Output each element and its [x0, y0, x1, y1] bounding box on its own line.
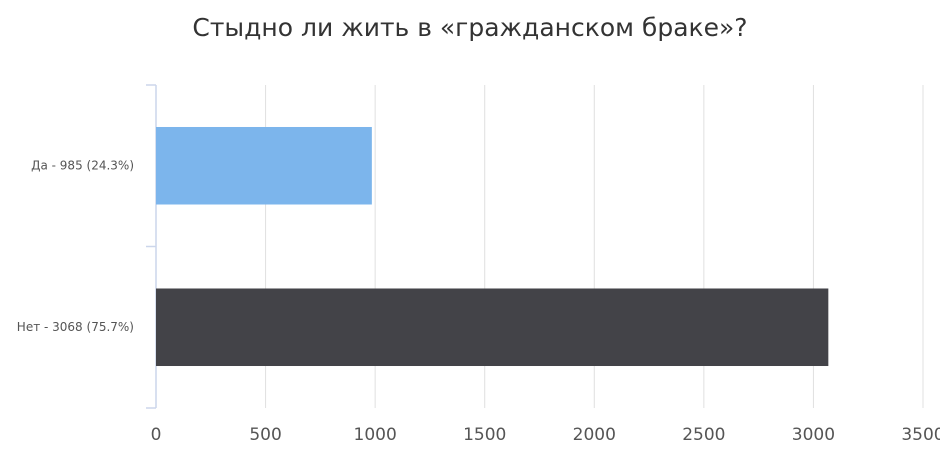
y-tick-label: Да - 985 (24.3%)	[31, 158, 134, 172]
bar	[156, 126, 372, 205]
x-tick-label: 1000	[354, 425, 397, 445]
x-tick-label: 0	[151, 425, 162, 445]
x-tick-label: 2000	[573, 425, 616, 445]
x-tick-label: 1500	[463, 425, 506, 445]
bar	[156, 288, 829, 367]
x-tick-label: 500	[249, 425, 281, 445]
y-tick-label: Нет - 3068 (75.7%)	[17, 320, 134, 334]
x-tick-label: 2500	[682, 425, 725, 445]
x-tick-label: 3500	[901, 425, 940, 445]
chart-title: Стыдно ли жить в «гражданском браке»?	[192, 13, 747, 42]
x-tick-label: 3000	[792, 425, 835, 445]
